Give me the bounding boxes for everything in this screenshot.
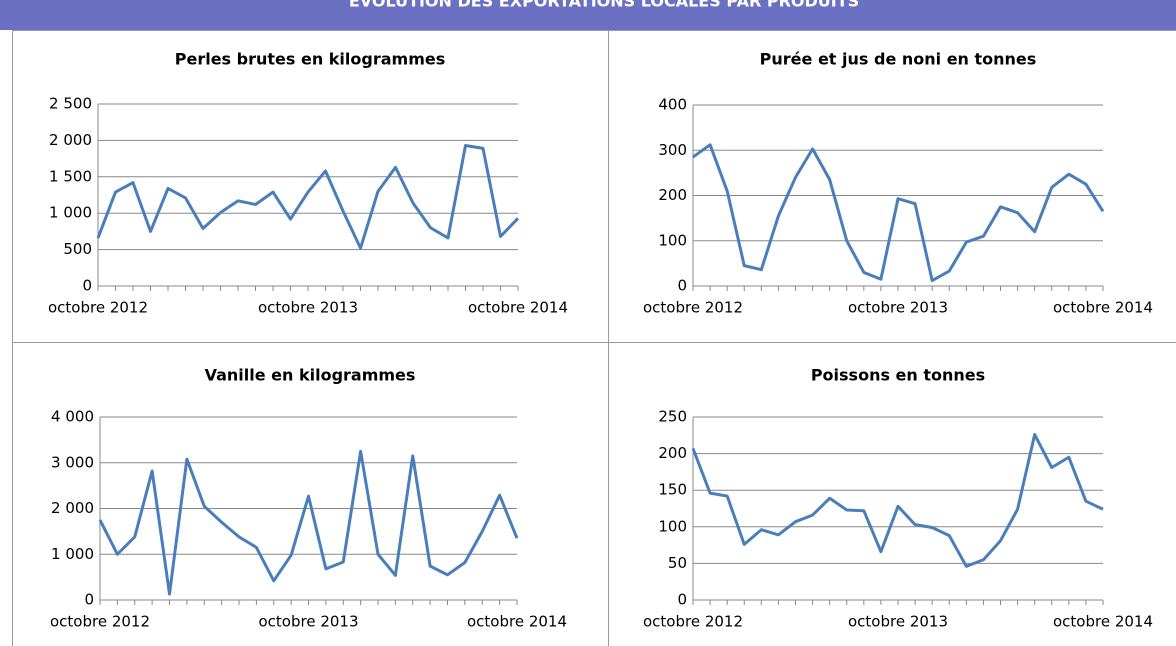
y-tick-label: 2 000 xyxy=(49,131,92,149)
y-tick-label: 50 xyxy=(668,554,687,572)
y-tick-label: 1 000 xyxy=(51,545,94,563)
banner-title: ÉVOLUTION DES EXPORTATIONS LOCALES PAR P… xyxy=(349,0,859,11)
x-tick-label: octobre 2013 xyxy=(848,613,948,631)
data-line xyxy=(96,143,520,250)
y-tick-label: 200 xyxy=(658,444,687,462)
y-tick-label: 100 xyxy=(658,517,687,535)
banner xyxy=(0,0,1176,30)
chart-title: Vanille en kilogrammes xyxy=(205,366,416,385)
x-tick-label: octobre 2012 xyxy=(50,613,150,631)
y-tick-label: 3 000 xyxy=(51,453,94,471)
x-tick-label: octobre 2012 xyxy=(643,299,743,317)
y-tick-label: 2 500 xyxy=(49,95,92,113)
y-tick-label: 0 xyxy=(82,277,92,295)
y-tick-label: 400 xyxy=(658,96,687,114)
x-tick-label: octobre 2012 xyxy=(48,299,148,317)
chart-title: Perles brutes en kilogrammes xyxy=(175,50,446,69)
x-tick-label: octobre 2014 xyxy=(1053,613,1153,631)
y-tick-label: 0 xyxy=(677,277,687,295)
x-tick-label: octobre 2014 xyxy=(467,613,567,631)
y-tick-label: 300 xyxy=(658,141,687,159)
data-line xyxy=(691,433,1104,568)
chart-title: Poissons en tonnes xyxy=(811,366,985,385)
y-tick-label: 100 xyxy=(658,231,687,249)
y-tick-label: 0 xyxy=(84,591,94,609)
data-line xyxy=(98,449,519,596)
y-tick-label: 0 xyxy=(677,591,687,609)
chart-title: Purée et jus de noni en tonnes xyxy=(760,50,1037,69)
x-tick-label: octobre 2013 xyxy=(848,299,948,317)
y-tick-label: 200 xyxy=(658,186,687,204)
y-tick-label: 2 000 xyxy=(51,499,94,517)
x-tick-label: octobre 2013 xyxy=(258,613,358,631)
y-tick-label: 4 000 xyxy=(51,408,94,426)
y-tick-label: 500 xyxy=(63,240,92,258)
panel-frame xyxy=(12,30,1176,646)
y-tick-label: 150 xyxy=(658,481,687,499)
x-tick-label: octobre 2012 xyxy=(643,613,743,631)
y-tick-label: 1 500 xyxy=(49,167,92,185)
x-tick-label: octobre 2013 xyxy=(258,299,358,317)
y-tick-label: 1 000 xyxy=(49,204,92,222)
x-tick-label: octobre 2014 xyxy=(468,299,568,317)
y-tick-label: 250 xyxy=(658,408,687,426)
x-tick-label: octobre 2014 xyxy=(1053,299,1153,317)
data-line xyxy=(692,143,1105,283)
